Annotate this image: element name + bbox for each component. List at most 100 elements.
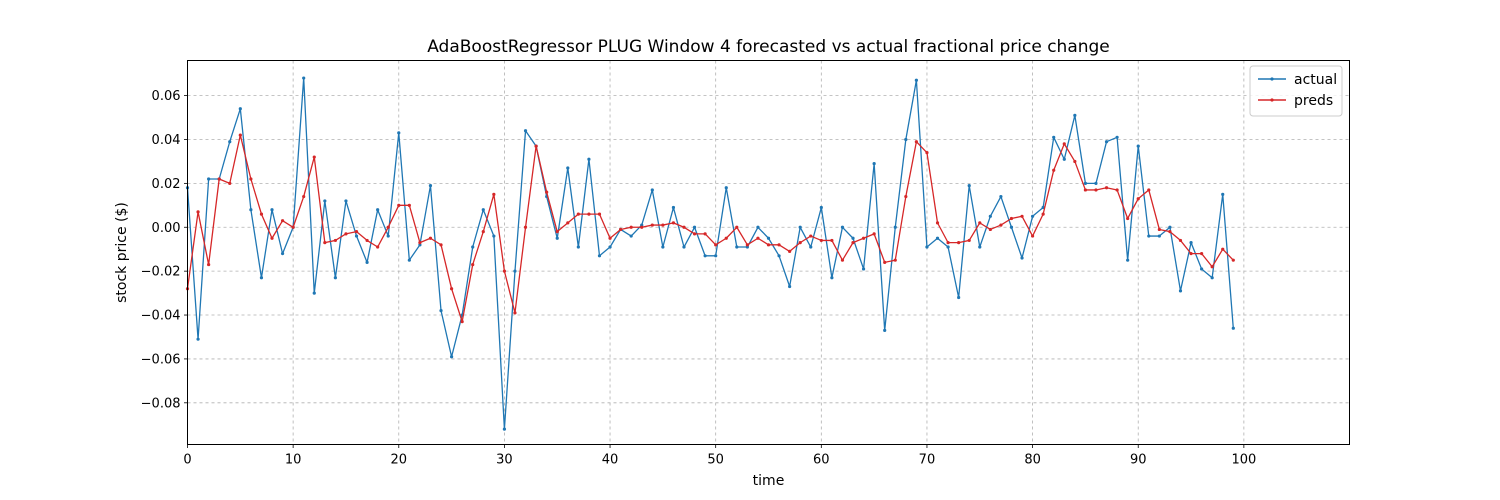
data-point-preds (619, 227, 623, 232)
data-point-preds (872, 232, 876, 236)
data-point-preds (640, 225, 644, 229)
data-point-actual (566, 166, 570, 170)
data-point-actual (650, 188, 654, 192)
data-point-preds (513, 311, 517, 315)
data-point-preds (312, 155, 316, 159)
data-point-preds (1210, 265, 1214, 269)
data-point-preds (692, 232, 697, 236)
plot-area-frame (187, 60, 1350, 445)
data-point-actual (946, 245, 950, 249)
data-point-preds (1041, 212, 1045, 216)
data-point-preds (471, 262, 475, 267)
data-point-actual (597, 254, 602, 258)
data-point-preds (851, 241, 855, 245)
data-point-preds (291, 225, 295, 229)
data-point-preds (988, 227, 992, 232)
y-tick-label: −0.06 (141, 352, 181, 367)
data-point-preds (1200, 252, 1204, 256)
x-tick-label: 10 (285, 453, 302, 468)
x-tick-label: 0 (183, 453, 191, 468)
data-point-actual (756, 225, 760, 229)
data-point-actual (1104, 140, 1109, 144)
data-point-actual (1094, 181, 1098, 185)
data-point-preds (830, 238, 834, 243)
data-point-preds (967, 238, 971, 243)
data-point-preds (523, 225, 528, 229)
data-point-actual (1200, 267, 1204, 271)
data-point-actual (1020, 256, 1024, 260)
data-point-preds (249, 177, 253, 181)
data-point-preds (661, 223, 665, 227)
data-point-actual (766, 236, 771, 240)
data-point-preds (777, 243, 781, 247)
data-point-actual (735, 245, 739, 249)
data-point-preds (280, 219, 285, 223)
data-point-preds (1189, 252, 1193, 256)
data-point-actual (661, 245, 665, 249)
series-line-preds (186, 134, 1234, 323)
data-point-actual (830, 276, 834, 280)
data-point-actual (492, 234, 496, 238)
data-point-preds (407, 203, 411, 207)
y-tick-label: −0.02 (141, 265, 181, 280)
data-point-actual (333, 276, 337, 280)
data-point-preds (1157, 227, 1161, 232)
data-point-preds (809, 234, 813, 238)
data-point-actual (386, 234, 390, 238)
data-point-actual (777, 254, 781, 258)
data-point-actual (228, 140, 232, 144)
data-point-actual (745, 245, 749, 249)
data-point-actual (576, 245, 580, 249)
data-point-preds (460, 320, 464, 324)
data-point-actual (1073, 113, 1077, 117)
data-point-preds (703, 232, 707, 236)
data-point-actual (1030, 214, 1035, 218)
data-point-actual (893, 225, 897, 229)
data-point-actual (988, 214, 992, 218)
data-point-actual (428, 183, 433, 188)
data-point-preds (1168, 230, 1172, 234)
data-point-preds (196, 210, 200, 214)
data-point-preds (608, 236, 612, 240)
data-point-preds (883, 260, 887, 264)
data-point-actual (1178, 289, 1183, 293)
y-axis-label: stock price ($) (114, 202, 130, 303)
x-tick-label: 70 (919, 453, 936, 468)
data-point-preds (1115, 188, 1119, 192)
data-point-preds (798, 241, 802, 245)
data-point-preds (449, 287, 454, 291)
data-point-actual (904, 137, 908, 142)
data-point-preds (904, 194, 908, 199)
data-point-actual (819, 205, 823, 210)
data-point-actual (249, 208, 253, 212)
data-point-actual (280, 252, 285, 256)
data-point-preds (735, 225, 739, 229)
data-point-actual (238, 107, 242, 111)
data-point-preds (228, 181, 232, 185)
data-point-actual (861, 267, 866, 271)
data-point-actual (439, 309, 443, 313)
data-point-actual (724, 186, 728, 190)
data-point-actual (418, 243, 422, 247)
y-tick-label: 0.06 (152, 89, 181, 104)
data-point-actual (935, 236, 940, 240)
data-point-actual (967, 183, 971, 188)
data-point-preds (650, 223, 654, 227)
data-point-preds (1094, 188, 1098, 192)
data-point-actual (365, 260, 369, 264)
data-point-actual (925, 245, 929, 249)
series-preds (185, 133, 1235, 324)
data-point-preds (428, 236, 433, 240)
data-point-actual (1221, 192, 1225, 196)
data-point-preds (1147, 188, 1151, 192)
data-point-actual (502, 427, 507, 431)
data-point-actual (872, 162, 876, 166)
data-point-preds (344, 232, 348, 236)
data-point-preds (819, 238, 823, 243)
data-point-preds (481, 230, 485, 234)
data-point-preds (1104, 186, 1109, 190)
data-point-preds (439, 243, 443, 247)
data-point-preds (1231, 258, 1235, 262)
data-point-preds (756, 236, 760, 240)
